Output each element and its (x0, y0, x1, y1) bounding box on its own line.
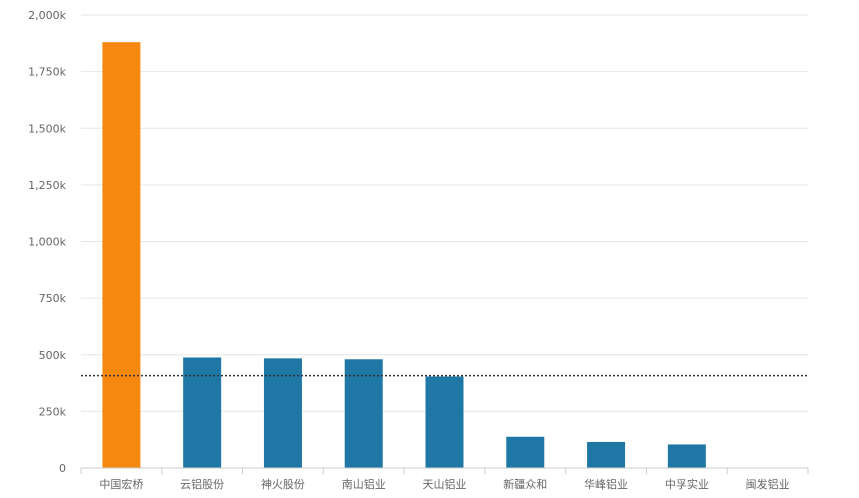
x-tick-label: 神火股份 (261, 477, 305, 491)
bar[interactable] (506, 436, 545, 468)
y-tick-label: 1,500k (28, 122, 66, 135)
y-tick-label: 1,750k (28, 66, 66, 79)
bars (102, 42, 706, 469)
x-tick-label: 南山铝业 (342, 477, 386, 491)
x-tick-label: 中国宏桥 (99, 477, 143, 491)
x-tick-label: 华峰铝业 (584, 477, 628, 491)
bar[interactable] (263, 358, 302, 468)
gridlines (81, 14, 808, 412)
y-tick-label: 0 (59, 462, 66, 475)
bar[interactable] (425, 376, 464, 468)
bar[interactable] (102, 42, 141, 469)
x-tick-label: 新疆众和 (503, 477, 547, 491)
y-tick-label: 2,000k (28, 9, 66, 22)
x-tick-label: 闽发铝业 (746, 477, 790, 491)
bar[interactable] (344, 359, 383, 468)
x-tick-label: 云铝股份 (180, 477, 224, 491)
x-tick-label: 天山铝业 (423, 477, 467, 491)
y-tick-label: 500k (39, 349, 67, 362)
y-tick-label: 1,250k (28, 179, 66, 192)
y-tick-label: 1,000k (28, 236, 66, 249)
bar[interactable] (587, 441, 626, 468)
bar[interactable] (667, 444, 706, 468)
bar[interactable] (183, 357, 222, 468)
y-tick-label: 250k (39, 405, 67, 418)
x-tick-label: 中孚实业 (665, 477, 709, 491)
y-tick-label: 750k (39, 292, 67, 305)
axes: 0 250k 500k 750k 1,000k 1,250k 1,500k 1,750k 2,0… (28, 9, 809, 491)
